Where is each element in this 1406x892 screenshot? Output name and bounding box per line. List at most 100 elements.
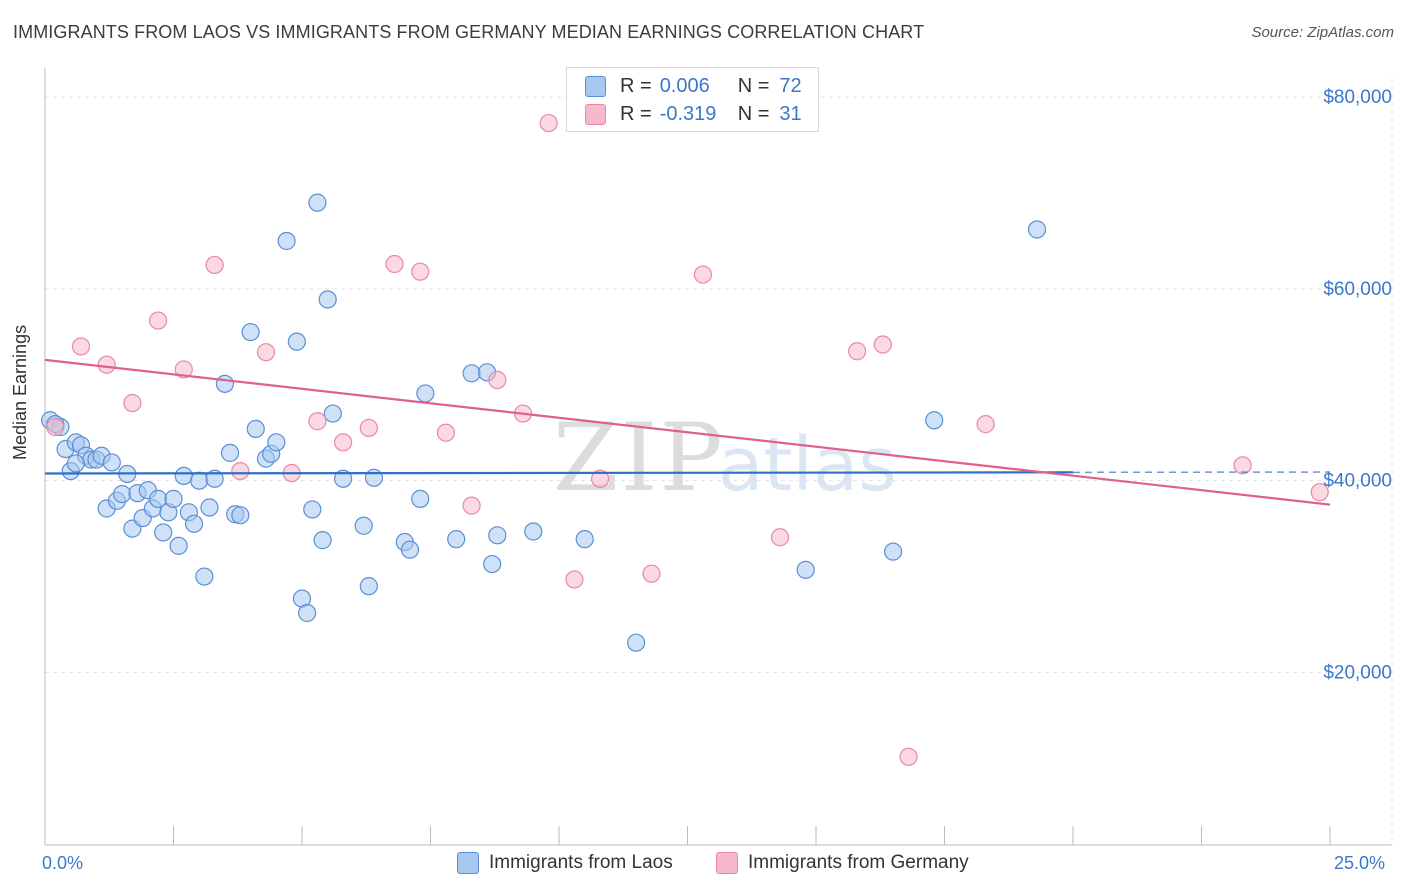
germany-point <box>256 343 276 362</box>
y-tick-label: $80,000 <box>1323 87 1392 108</box>
laos-point <box>318 290 337 309</box>
series-laos-points <box>41 193 1047 652</box>
legend-r-value: -0.319 <box>659 102 717 125</box>
legend-n-label: N = <box>737 102 770 125</box>
source-note: Source: ZipAtlas.com <box>1251 24 1394 41</box>
legend-n-value: 72 <box>779 74 802 97</box>
legend-n-value: 31 <box>779 102 802 125</box>
laos-point <box>411 489 430 508</box>
laos-point <box>184 514 204 533</box>
laos-point <box>575 530 594 549</box>
germany-point <box>71 337 91 356</box>
laos-point <box>112 484 132 504</box>
germany-point <box>436 423 456 442</box>
germany-point <box>174 360 193 379</box>
laos-point <box>220 443 240 462</box>
germany-point <box>848 342 867 361</box>
germany-point <box>359 418 378 438</box>
laos-point <box>925 411 944 430</box>
laos-point <box>1027 220 1047 239</box>
laos-point <box>359 577 378 596</box>
laos-point <box>796 560 815 579</box>
laos-point <box>231 506 250 525</box>
legend-r-value: 0.006 <box>659 74 710 97</box>
germany-point <box>411 262 430 281</box>
germany-point <box>873 335 892 354</box>
laos-point <box>308 193 327 212</box>
laos-point <box>334 469 353 488</box>
laos-point <box>215 374 234 393</box>
legend-swatch-laos <box>585 75 606 97</box>
laos-point <box>364 468 384 487</box>
laos-point <box>303 500 322 519</box>
y-tick-label: $60,000 <box>1323 279 1392 300</box>
chart-title: IMMIGRANTS FROM LAOS VS IMMIGRANTS FROM … <box>13 22 925 42</box>
stats-legend: R = 0.006 N = 72 R = -0.319 N = 31 <box>566 67 819 132</box>
legend-r-label: R = <box>620 102 652 125</box>
laos-point <box>102 453 121 472</box>
laos-point <box>323 404 342 423</box>
y-tick-label: $40,000 <box>1323 471 1392 492</box>
watermark-zip: ZIP <box>553 404 725 513</box>
germany-point <box>1310 483 1329 502</box>
laos-point <box>195 567 214 586</box>
germany-point <box>205 255 224 275</box>
legend-swatch-germany <box>585 103 606 125</box>
laos-point <box>277 231 296 251</box>
germany-point <box>770 528 790 547</box>
y-tick-label: $20,000 <box>1323 662 1392 683</box>
germany-point <box>642 564 661 583</box>
laos-point <box>883 542 903 561</box>
germany-point <box>976 415 995 434</box>
laos-trend-line <box>44 471 1074 475</box>
legend-row-laos: R = 0.006 N = 72 <box>585 72 802 100</box>
germany-trend-line <box>44 358 1331 506</box>
laos-point <box>154 523 173 542</box>
germany-point <box>123 393 142 413</box>
axes <box>44 68 1392 846</box>
laos-point <box>287 332 306 351</box>
germany-point <box>148 311 168 330</box>
germany-point <box>97 355 116 374</box>
bottom-legend-swatch-laos <box>457 852 479 874</box>
germany-point <box>539 113 558 133</box>
germany-point <box>385 254 404 274</box>
germany-point <box>565 570 584 589</box>
bottom-legend-laos: Immigrants from Laos <box>457 852 673 874</box>
x-tick-label-min: 0.0% <box>42 853 84 873</box>
germany-point <box>462 496 481 515</box>
laos-point <box>174 466 193 485</box>
x-tick-label-max: 25.0% <box>1334 853 1386 873</box>
laos-point <box>169 536 188 555</box>
legend-row-germany: R = -0.319 N = 31 <box>585 100 802 128</box>
laos-point <box>313 531 332 550</box>
laos-point <box>483 554 502 574</box>
trend-lines <box>44 358 1331 506</box>
germany-point <box>693 265 713 284</box>
laos-point <box>400 540 420 559</box>
watermark: ZIP atlas <box>553 404 897 513</box>
laos-point <box>524 522 543 541</box>
laos-point <box>164 489 183 508</box>
laos-point <box>267 433 286 452</box>
series-germany-points <box>46 113 1329 766</box>
laos-point <box>200 498 219 517</box>
bottom-legend-germany: Immigrants from Germany <box>716 852 969 874</box>
germany-point <box>231 461 250 481</box>
laos-point <box>205 469 224 488</box>
germany-point <box>488 370 507 390</box>
germany-point <box>591 469 610 488</box>
watermark-atlas: atlas <box>718 422 897 508</box>
bottom-legend-label-laos: Immigrants from Laos <box>489 852 673 873</box>
laos-point <box>354 516 373 535</box>
y-tick-labels: $20,000 $40,000 $60,000 $80,000 <box>1323 87 1392 683</box>
laos-point <box>246 419 265 439</box>
laos-point <box>416 384 435 403</box>
bottom-legend-label-germany: Immigrants from Germany <box>748 852 969 873</box>
laos-point <box>190 471 209 490</box>
laos-point <box>66 454 85 473</box>
legend-r-label: R = <box>620 74 652 97</box>
legend-n-label: N = <box>737 74 770 97</box>
laos-point <box>626 633 646 652</box>
